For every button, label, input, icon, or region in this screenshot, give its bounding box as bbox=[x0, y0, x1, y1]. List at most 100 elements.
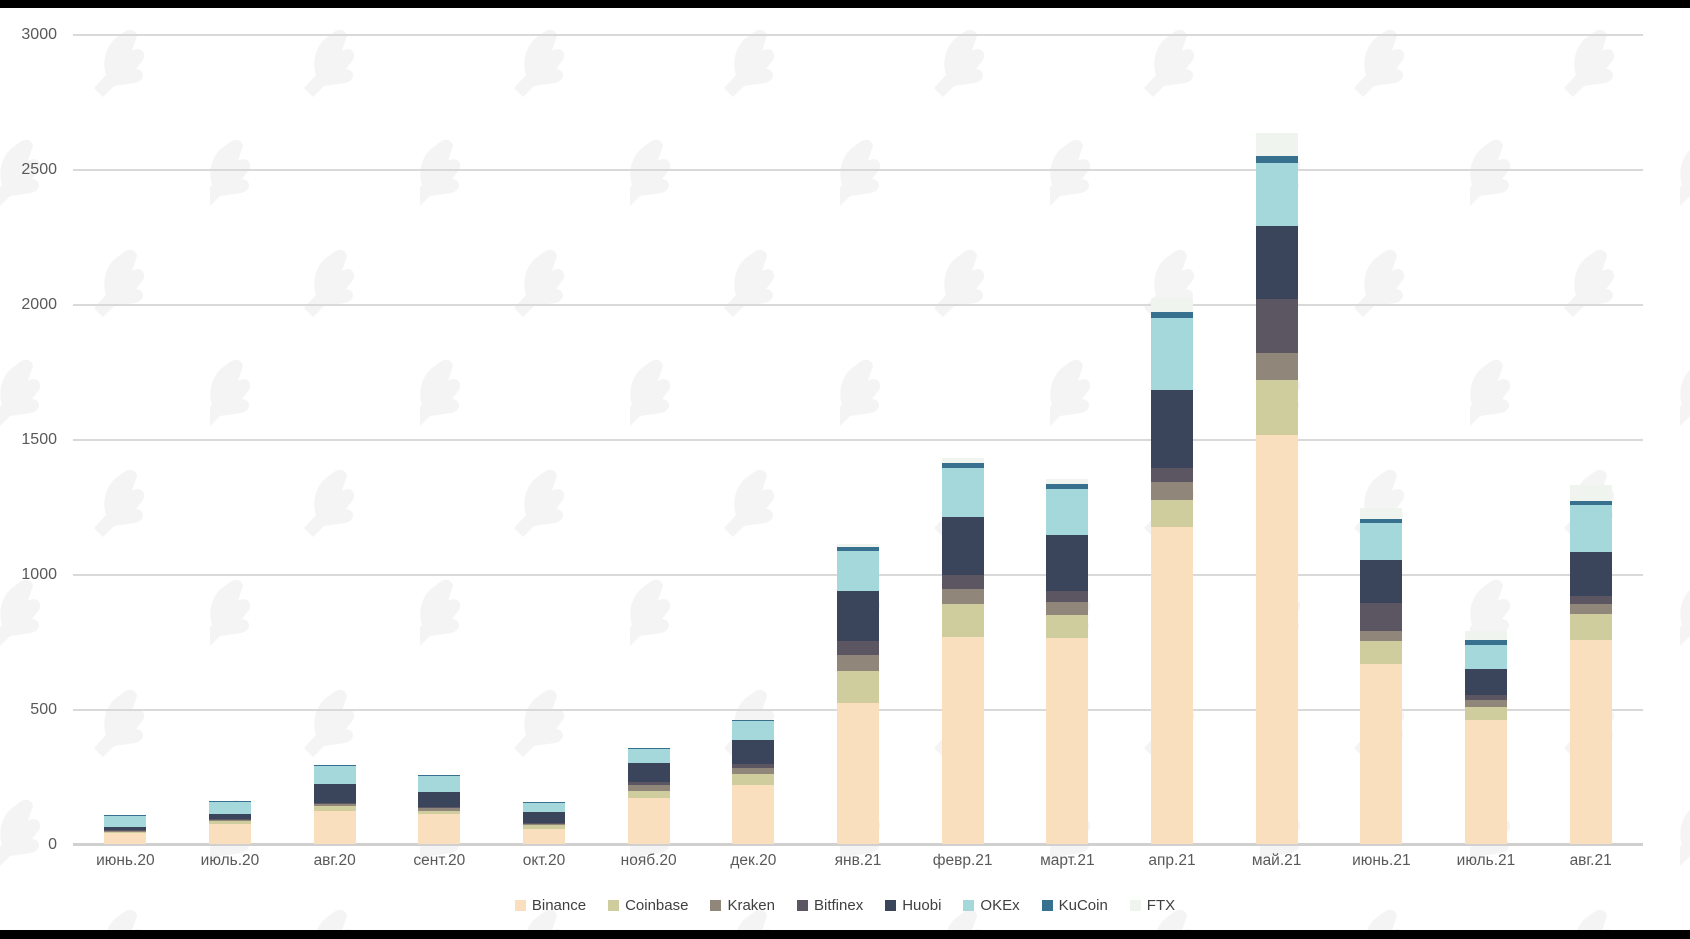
bar-segment-coinbase bbox=[732, 774, 775, 786]
bar-segment-huobi bbox=[627, 763, 670, 782]
bar-segment-coinbase bbox=[941, 604, 984, 637]
bar-segment-okex bbox=[523, 802, 565, 812]
bar-segment-ftx bbox=[1046, 478, 1089, 485]
y-tick-label-2000: 2000 bbox=[21, 295, 57, 313]
bar-июль.20 bbox=[209, 801, 251, 845]
legend-label-coinbase: Coinbase bbox=[625, 896, 689, 914]
bar-segment-huobi bbox=[732, 740, 775, 765]
bar-июль.21 bbox=[1465, 630, 1507, 845]
bar-segment-coinbase bbox=[209, 821, 251, 825]
bar-март.21 bbox=[1046, 478, 1089, 845]
bar-segment-kraken bbox=[732, 768, 775, 775]
legend-label-huobi: Huobi bbox=[902, 896, 942, 914]
y-tick-label-500: 500 bbox=[30, 700, 57, 718]
legend-item-ftx: FTX bbox=[1129, 896, 1176, 914]
bar-segment-kucoin bbox=[1569, 500, 1612, 506]
gridline-2000 bbox=[73, 303, 1643, 306]
bar-segment-ftx bbox=[1569, 484, 1612, 501]
legend-label-ftx: FTX bbox=[1146, 896, 1176, 914]
bar-segment-coinbase bbox=[1151, 500, 1193, 528]
bar-segment-kraken bbox=[1151, 481, 1193, 501]
bar-segment-okex bbox=[418, 775, 461, 792]
bar-segment-huobi bbox=[313, 784, 356, 803]
legend-swatch-ftx bbox=[1129, 899, 1141, 911]
legend-item-coinbase: Coinbase bbox=[608, 898, 688, 913]
bar-segment-binance bbox=[1569, 639, 1612, 845]
legend-swatch-kucoin bbox=[1041, 899, 1053, 911]
bar-segment-coinbase bbox=[104, 831, 147, 834]
bar-segment-coinbase bbox=[1255, 380, 1298, 435]
bar-segment-binance bbox=[523, 829, 565, 845]
bar-segment-binance bbox=[837, 702, 879, 845]
bar-segment-huobi bbox=[941, 516, 984, 575]
bar-segment-kucoin bbox=[1360, 518, 1403, 523]
bar-июнь.20 bbox=[104, 814, 147, 845]
gridline-0 bbox=[73, 843, 1643, 846]
bar-segment-kucoin bbox=[941, 462, 984, 469]
bar-segment-huobi bbox=[418, 791, 461, 808]
x-tick-label-нояб.20: нояб.20 bbox=[620, 852, 677, 869]
bar-segment-bitfinex bbox=[1360, 603, 1403, 631]
legend-item-huobi: Huobi bbox=[885, 898, 941, 913]
x-tick-label-июнь.21: июнь.21 bbox=[1352, 852, 1411, 869]
bar-segment-coinbase bbox=[418, 810, 461, 814]
legend-item-kucoin: KuCoin bbox=[1041, 898, 1108, 913]
bar-segment-bitfinex bbox=[1046, 591, 1089, 603]
bar-segment-bitfinex bbox=[732, 764, 775, 769]
bar-segment-binance bbox=[313, 810, 356, 845]
bar-segment-kucoin bbox=[209, 801, 251, 803]
bar-segment-okex bbox=[837, 551, 879, 591]
bar-segment-kucoin bbox=[1046, 484, 1089, 489]
x-tick-label-март.21: март.21 bbox=[1040, 852, 1095, 869]
bar-май.21 bbox=[1255, 132, 1298, 845]
bar-segment-binance bbox=[418, 814, 461, 845]
x-tick-label-май.21: май.21 bbox=[1251, 852, 1302, 869]
legend-swatch-binance bbox=[514, 899, 526, 911]
bar-segment-kucoin bbox=[523, 802, 565, 803]
bar-сент.20 bbox=[418, 775, 461, 845]
bar-segment-binance bbox=[1360, 663, 1403, 845]
bar-апр.21 bbox=[1151, 298, 1193, 845]
bar-segment-okex bbox=[1046, 488, 1089, 536]
legend-swatch-okex bbox=[963, 899, 975, 911]
bar-segment-kucoin bbox=[1255, 156, 1298, 164]
bar-segment-ftx bbox=[1360, 507, 1403, 519]
y-tick-label-2500: 2500 bbox=[21, 160, 57, 178]
bar-segment-ftx bbox=[1255, 132, 1298, 157]
bar-segment-coinbase bbox=[837, 671, 879, 703]
x-tick-label-янв.21: янв.21 bbox=[834, 852, 882, 869]
bar-segment-kraken bbox=[209, 819, 251, 822]
bar-segment-bitfinex bbox=[1151, 468, 1193, 482]
bar-segment-huobi bbox=[1255, 225, 1298, 300]
gridline-3000 bbox=[73, 34, 1643, 36]
bar-segment-huobi bbox=[104, 826, 147, 831]
bar-segment-kucoin bbox=[104, 814, 147, 816]
legend: Binance Coinbase Kraken Bitfinex Huobi OKEx Ku… bbox=[0, 896, 1690, 914]
legend-swatch-coinbase bbox=[608, 899, 620, 911]
bar-segment-kraken bbox=[1360, 630, 1403, 642]
bar-segment-kucoin bbox=[1151, 311, 1193, 318]
bar-segment-coinbase bbox=[1569, 614, 1612, 640]
bar-segment-okex bbox=[1360, 522, 1403, 561]
bar-segment-binance bbox=[941, 636, 984, 845]
gridline-2500 bbox=[73, 168, 1643, 171]
bar-segment-okex bbox=[313, 766, 356, 785]
bar-segment-okex bbox=[209, 802, 251, 815]
bar-segment-kraken bbox=[941, 588, 984, 605]
bar-segment-okex bbox=[1151, 317, 1193, 391]
y-tick-label-0: 0 bbox=[48, 835, 57, 853]
bar-segment-binance bbox=[209, 824, 251, 845]
x-tick-label-окт.20: окт.20 bbox=[522, 852, 566, 869]
legend-item-bitfinex: Bitfinex bbox=[797, 898, 863, 913]
y-tick-label-1000: 1000 bbox=[21, 565, 57, 583]
y-tick-label-1500: 1500 bbox=[21, 430, 57, 448]
bar-segment-coinbase bbox=[1360, 641, 1403, 664]
bar-segment-ftx bbox=[837, 543, 879, 547]
bar-segment-kraken bbox=[313, 803, 356, 807]
bar-segment-binance bbox=[1046, 637, 1089, 845]
bar-segment-kraken bbox=[1465, 699, 1507, 707]
x-tick-label-дек.20: дек.20 bbox=[730, 852, 777, 869]
bar-segment-huobi bbox=[1465, 669, 1507, 696]
bar-segment-binance bbox=[1255, 434, 1298, 845]
